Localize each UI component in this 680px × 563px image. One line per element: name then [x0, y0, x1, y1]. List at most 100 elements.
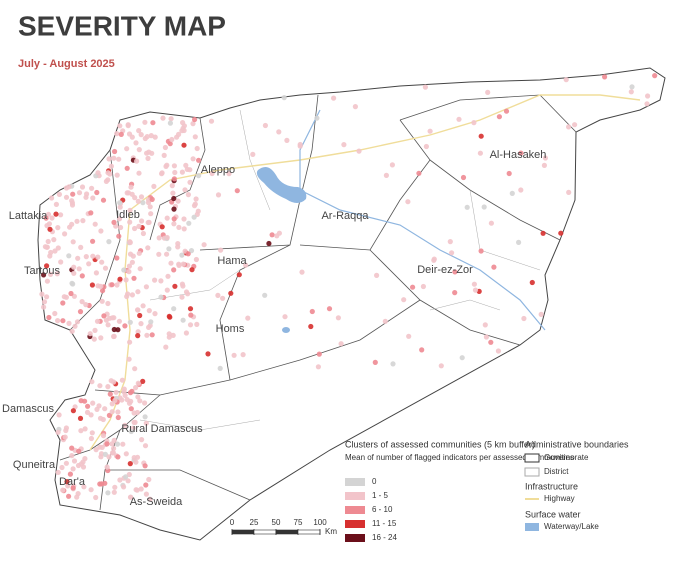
cluster-dot: [481, 204, 487, 210]
cluster-dot: [401, 297, 407, 303]
cluster-dot: [420, 283, 426, 290]
legend-label: 6 - 10: [372, 505, 393, 514]
cluster-dot: [135, 394, 141, 400]
cluster-dot: [105, 384, 111, 390]
cluster-dot: [181, 127, 187, 134]
cluster-dot: [159, 224, 165, 230]
cluster-dot: [53, 211, 59, 217]
cluster-dot: [136, 170, 142, 176]
cluster-dot: [78, 244, 84, 250]
cluster-dot: [215, 292, 221, 298]
cluster-dot: [483, 334, 489, 340]
cluster-dot: [133, 385, 139, 391]
cluster-dot: [82, 456, 88, 462]
cluster-dot: [427, 128, 433, 134]
cluster-dot: [183, 162, 189, 168]
cluster-dot: [142, 135, 148, 142]
cluster-dot: [70, 485, 76, 491]
cluster-dot: [478, 133, 484, 139]
cluster-dot: [170, 190, 176, 196]
cluster-dot: [112, 148, 118, 155]
border: [369, 249, 521, 346]
cluster-dot: [163, 344, 169, 350]
cluster-dot: [145, 219, 151, 226]
cluster-dot: [314, 115, 320, 121]
cluster-dot: [117, 200, 123, 206]
cluster-dot: [495, 348, 501, 354]
legend-label: 0: [372, 477, 377, 486]
cluster-dot: [190, 156, 196, 162]
cluster-dot: [471, 120, 477, 126]
cluster-dot: [518, 150, 524, 156]
cluster-dot: [74, 494, 80, 500]
cluster-dot: [143, 491, 149, 497]
legend-label: 1 - 5: [372, 491, 389, 500]
cluster-dot: [77, 415, 84, 421]
cluster-dot: [127, 207, 133, 213]
cluster-dot: [131, 455, 137, 461]
cluster-dot: [64, 479, 70, 485]
cluster-dot: [125, 123, 131, 129]
place-label: Idleb: [116, 209, 140, 221]
cluster-dot: [109, 441, 115, 447]
cluster-dot: [193, 196, 199, 202]
cluster-dot: [456, 116, 462, 122]
cluster-dot: [151, 183, 157, 189]
cluster-dot: [171, 206, 177, 212]
cluster-dot: [299, 269, 305, 275]
cluster-dot: [563, 77, 569, 83]
cluster-dot: [423, 143, 429, 150]
cluster-dot: [447, 239, 453, 245]
cluster-dot: [158, 294, 164, 300]
cluster-dot: [128, 494, 134, 500]
cluster-dot: [103, 178, 109, 184]
cluster-dot: [121, 484, 127, 490]
cluster-dot: [488, 339, 494, 345]
cluster-dot: [245, 315, 251, 321]
cluster-dot: [126, 356, 132, 362]
cluster-dot: [55, 225, 61, 231]
cluster-dot: [117, 123, 123, 129]
legend-swatch: [345, 506, 365, 514]
cluster-dot: [47, 271, 54, 277]
cluster-dot: [164, 287, 170, 293]
cluster-dot: [109, 315, 115, 321]
cluster-dot: [276, 230, 282, 236]
cluster-dot: [118, 224, 124, 231]
cluster-dot: [70, 408, 76, 414]
cluster-dot: [89, 379, 95, 385]
cluster-dot: [460, 174, 467, 181]
cluster-dot: [81, 484, 87, 490]
cluster-dot: [63, 194, 70, 200]
cluster-dot: [128, 406, 134, 412]
cluster-dot: [47, 253, 53, 259]
cluster-dot: [134, 158, 140, 164]
cluster-dot: [54, 271, 60, 277]
cluster-dot: [146, 476, 152, 483]
cluster-dot: [79, 184, 86, 190]
cluster-dot: [88, 435, 94, 442]
cluster-dot: [104, 441, 110, 447]
cluster-dot: [629, 84, 635, 90]
cluster-dot: [127, 461, 133, 467]
cluster-dot: [119, 377, 125, 383]
cluster-dot: [124, 146, 130, 152]
cluster-dot: [74, 218, 80, 224]
cluster-dot: [63, 460, 69, 466]
cluster-dot: [152, 134, 158, 140]
cluster-dot: [172, 169, 178, 176]
cluster-dot: [129, 134, 135, 140]
cluster-dot: [181, 216, 187, 222]
cluster-dot: [114, 131, 120, 137]
cluster-dot: [58, 212, 64, 218]
cluster-dot: [76, 448, 82, 454]
cluster-dot: [167, 141, 173, 147]
cluster-dot: [69, 221, 75, 227]
cluster-dot: [148, 133, 154, 139]
legend-swatch: [524, 453, 540, 463]
cluster-dot: [431, 256, 437, 262]
legend-swatch: [525, 523, 539, 531]
cluster-dot: [166, 334, 172, 340]
cluster-dot: [192, 134, 198, 140]
cluster-dot: [70, 191, 76, 197]
